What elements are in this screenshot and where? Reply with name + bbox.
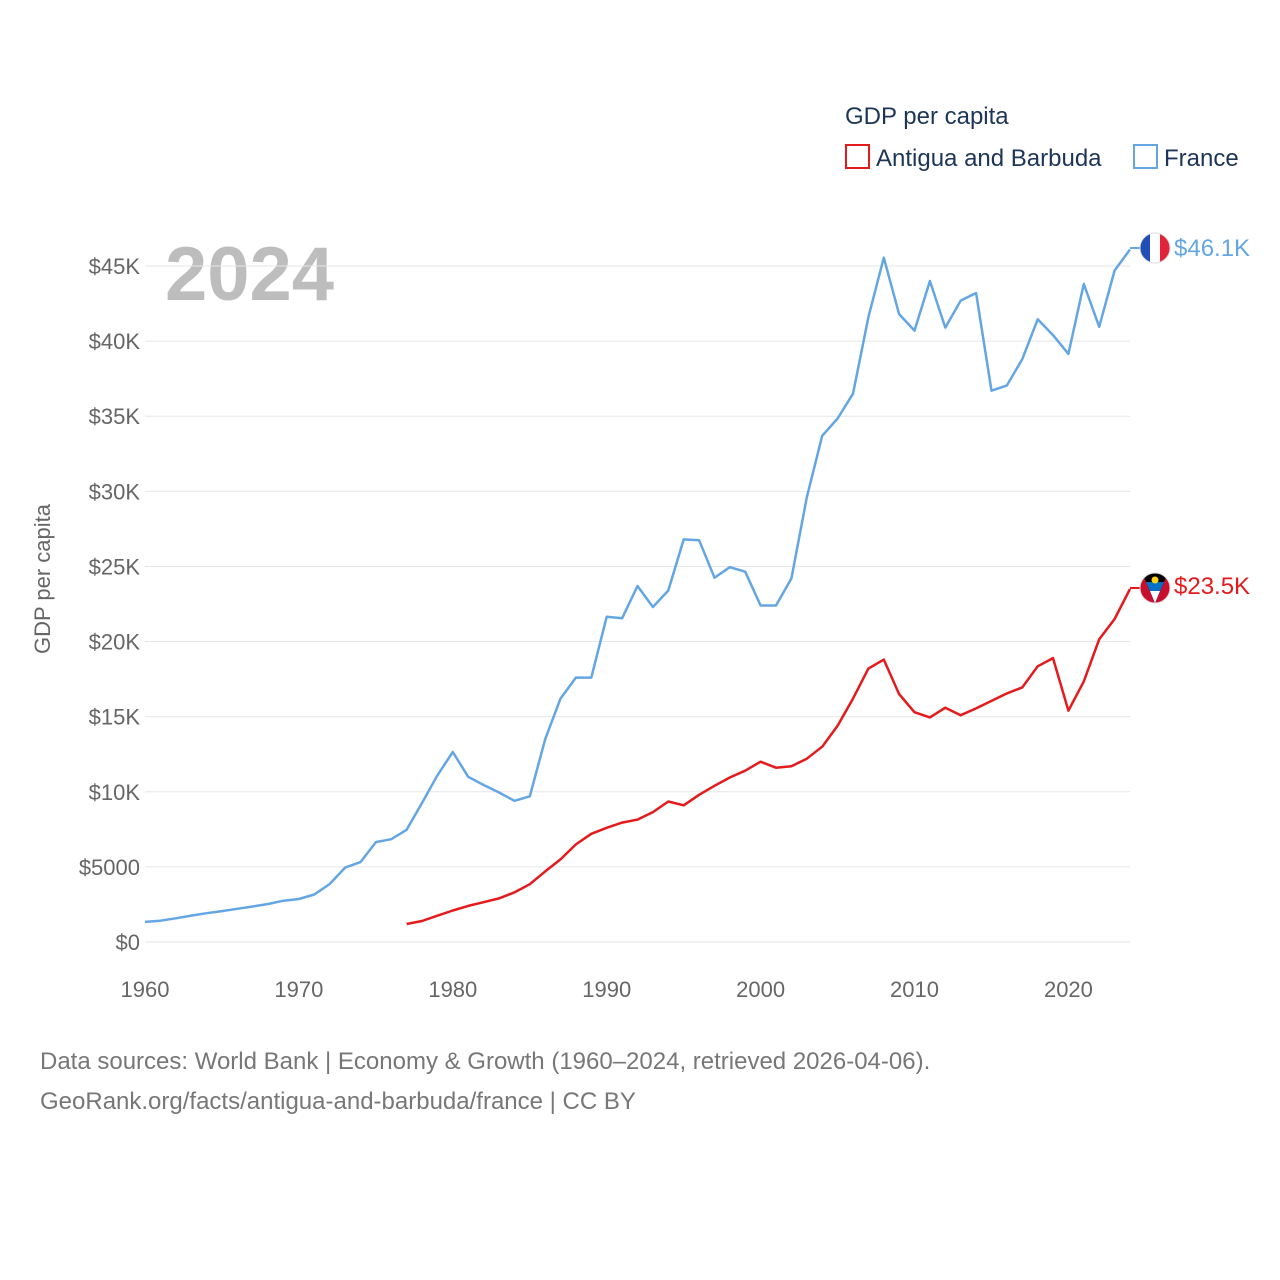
legend-swatch-france[interactable] <box>1133 144 1158 169</box>
x-tick-label: 1960 <box>121 977 170 1002</box>
source-line-1: Data sources: World Bank | Economy & Gro… <box>40 1048 931 1075</box>
y-tick-label: $25K <box>89 554 141 579</box>
y-tick-label: $5000 <box>79 855 140 880</box>
series-line-antigua-and-barbuda[interactable] <box>406 588 1132 926</box>
series-lines <box>144 248 1132 926</box>
y-tick-label: $15K <box>89 705 141 730</box>
x-tick-label: 2020 <box>1044 977 1093 1002</box>
y-tick-label: $40K <box>89 329 141 354</box>
legend-label-antigua[interactable]: Antigua and Barbuda <box>876 145 1102 172</box>
x-tick-label: 1970 <box>274 977 323 1002</box>
france-end-value: $46.1K <box>1174 235 1250 262</box>
y-tick-label: $20K <box>89 630 141 655</box>
source-notes: Data sources: World Bank | Economy & Gro… <box>40 1042 930 1122</box>
antigua-end-marker: $23.5K <box>1130 572 1250 604</box>
legend-swatch-antigua[interactable] <box>845 144 870 169</box>
x-tick-label: 2010 <box>890 977 939 1002</box>
source-line-2: GeoRank.org/facts/antigua-and-barbuda/fr… <box>40 1088 636 1115</box>
y-tick-label: $0 <box>116 930 140 955</box>
series-line-france[interactable] <box>144 248 1132 924</box>
x-tick-label: 2000 <box>736 977 785 1002</box>
antigua-and-barbuda-flag-icon <box>1140 573 1170 603</box>
antigua-end-value: $23.5K <box>1174 573 1250 600</box>
y-tick-label: $35K <box>89 404 141 429</box>
grid <box>145 265 1130 943</box>
x-tick-label: 1990 <box>582 977 631 1002</box>
y-axis-title: GDP per capita <box>30 503 55 654</box>
y-tick-label: $30K <box>89 479 141 504</box>
y-axis-ticks: $0 $5000 $10K $15K $20K $25K $30K $35K $40K $45K <box>79 254 141 955</box>
legend-label-france[interactable]: France <box>1164 145 1239 172</box>
legend: GDP per capita Antigua and Barbuda Franc… <box>845 103 1239 172</box>
year-label: 2024 <box>165 232 334 317</box>
gdp-chart: GDP per capita Antigua and Barbuda Franc… <box>30 103 1250 1002</box>
legend-title: GDP per capita <box>845 103 1009 130</box>
y-tick-label: $10K <box>89 780 141 805</box>
france-end-marker: $46.1K <box>1130 232 1250 264</box>
y-tick-label: $45K <box>89 254 141 279</box>
france-flag-icon <box>1140 233 1170 263</box>
x-tick-label: 1980 <box>428 977 477 1002</box>
x-axis-ticks: 1960 1970 1980 1990 2000 2010 2020 <box>121 977 1093 1002</box>
